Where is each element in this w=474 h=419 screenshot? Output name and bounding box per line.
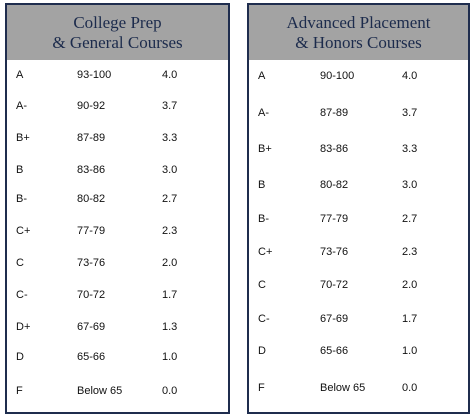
range: 73-76 — [77, 257, 106, 269]
grade: B+ — [16, 132, 30, 144]
grade: A- — [16, 100, 27, 112]
gpa: 2.0 — [162, 257, 178, 269]
range: 73-76 — [320, 246, 349, 258]
table-header: College Prep & General Courses — [7, 5, 228, 60]
grade: C — [16, 257, 24, 269]
range: 83-86 — [77, 164, 106, 176]
grade: D — [16, 351, 24, 363]
grade: B — [258, 179, 266, 191]
grade: A- — [258, 107, 269, 119]
grade: B- — [258, 213, 269, 225]
range: 67-69 — [77, 321, 106, 333]
gpa: 2.3 — [162, 225, 178, 237]
grade: A — [258, 70, 266, 82]
gpa: 2.7 — [402, 213, 418, 225]
header-title: College Prep — [73, 13, 162, 32]
gpa: 2.0 — [402, 279, 418, 291]
gpa: 2.7 — [162, 193, 178, 205]
range: 93-100 — [77, 69, 112, 81]
grade: F — [16, 385, 23, 397]
range: 87-89 — [77, 132, 106, 144]
grade: C- — [16, 289, 28, 301]
grade: F — [258, 382, 265, 394]
gpa: 1.0 — [162, 351, 178, 363]
range: 65-66 — [77, 351, 106, 363]
table: Advanced Placement & Honors Courses A 90-10… — [247, 3, 470, 414]
gpa: 3.7 — [162, 100, 178, 112]
gpa: 4.0 — [402, 70, 418, 82]
gpa: 3.0 — [162, 164, 178, 176]
grade: B+ — [258, 143, 272, 155]
header-title: & Honors Courses — [295, 33, 422, 52]
range: 77-79 — [77, 225, 106, 237]
gpa: 3.3 — [162, 132, 178, 144]
range: 90-100 — [320, 70, 355, 82]
gpa: 3.3 — [402, 143, 418, 155]
gpa: 1.3 — [162, 321, 178, 333]
range: 65-66 — [320, 345, 349, 357]
grade: B- — [16, 193, 27, 205]
range: Below 65 — [77, 385, 123, 397]
range: 70-72 — [320, 279, 349, 291]
gpa: 1.7 — [402, 313, 418, 325]
gpa: 0.0 — [402, 382, 418, 394]
grade: C+ — [258, 246, 273, 258]
range: 70-72 — [77, 289, 106, 301]
range: 83-86 — [320, 143, 349, 155]
gpa: 1.7 — [162, 289, 178, 301]
grade: D+ — [16, 321, 31, 333]
table-header: Advanced Placement & Honors Courses — [249, 5, 468, 60]
gpa: 3.7 — [402, 107, 418, 119]
range: Below 65 — [320, 382, 366, 394]
grade: C+ — [16, 225, 31, 237]
header-title: & General Courses — [52, 33, 183, 52]
grade: B — [16, 164, 24, 176]
grade: A — [16, 69, 24, 81]
grade: C- — [258, 313, 270, 325]
range: 90-92 — [77, 100, 106, 112]
range: 80-82 — [77, 193, 106, 205]
gpa: 3.0 — [402, 179, 418, 191]
gpa: 4.0 — [162, 69, 178, 81]
range: 67-69 — [320, 313, 349, 325]
gpa: 2.3 — [402, 246, 418, 258]
gpa: 1.0 — [402, 345, 418, 357]
range: 77-79 — [320, 213, 349, 225]
grade: D — [258, 345, 266, 357]
header-title: Advanced Placement — [286, 13, 431, 32]
range: 87-89 — [320, 107, 349, 119]
grade: C — [258, 279, 266, 291]
range: 80-82 — [320, 179, 349, 191]
table: College Prep & General Courses A 93-100 4.0 A… — [5, 3, 230, 414]
gpa: 0.0 — [162, 385, 178, 397]
